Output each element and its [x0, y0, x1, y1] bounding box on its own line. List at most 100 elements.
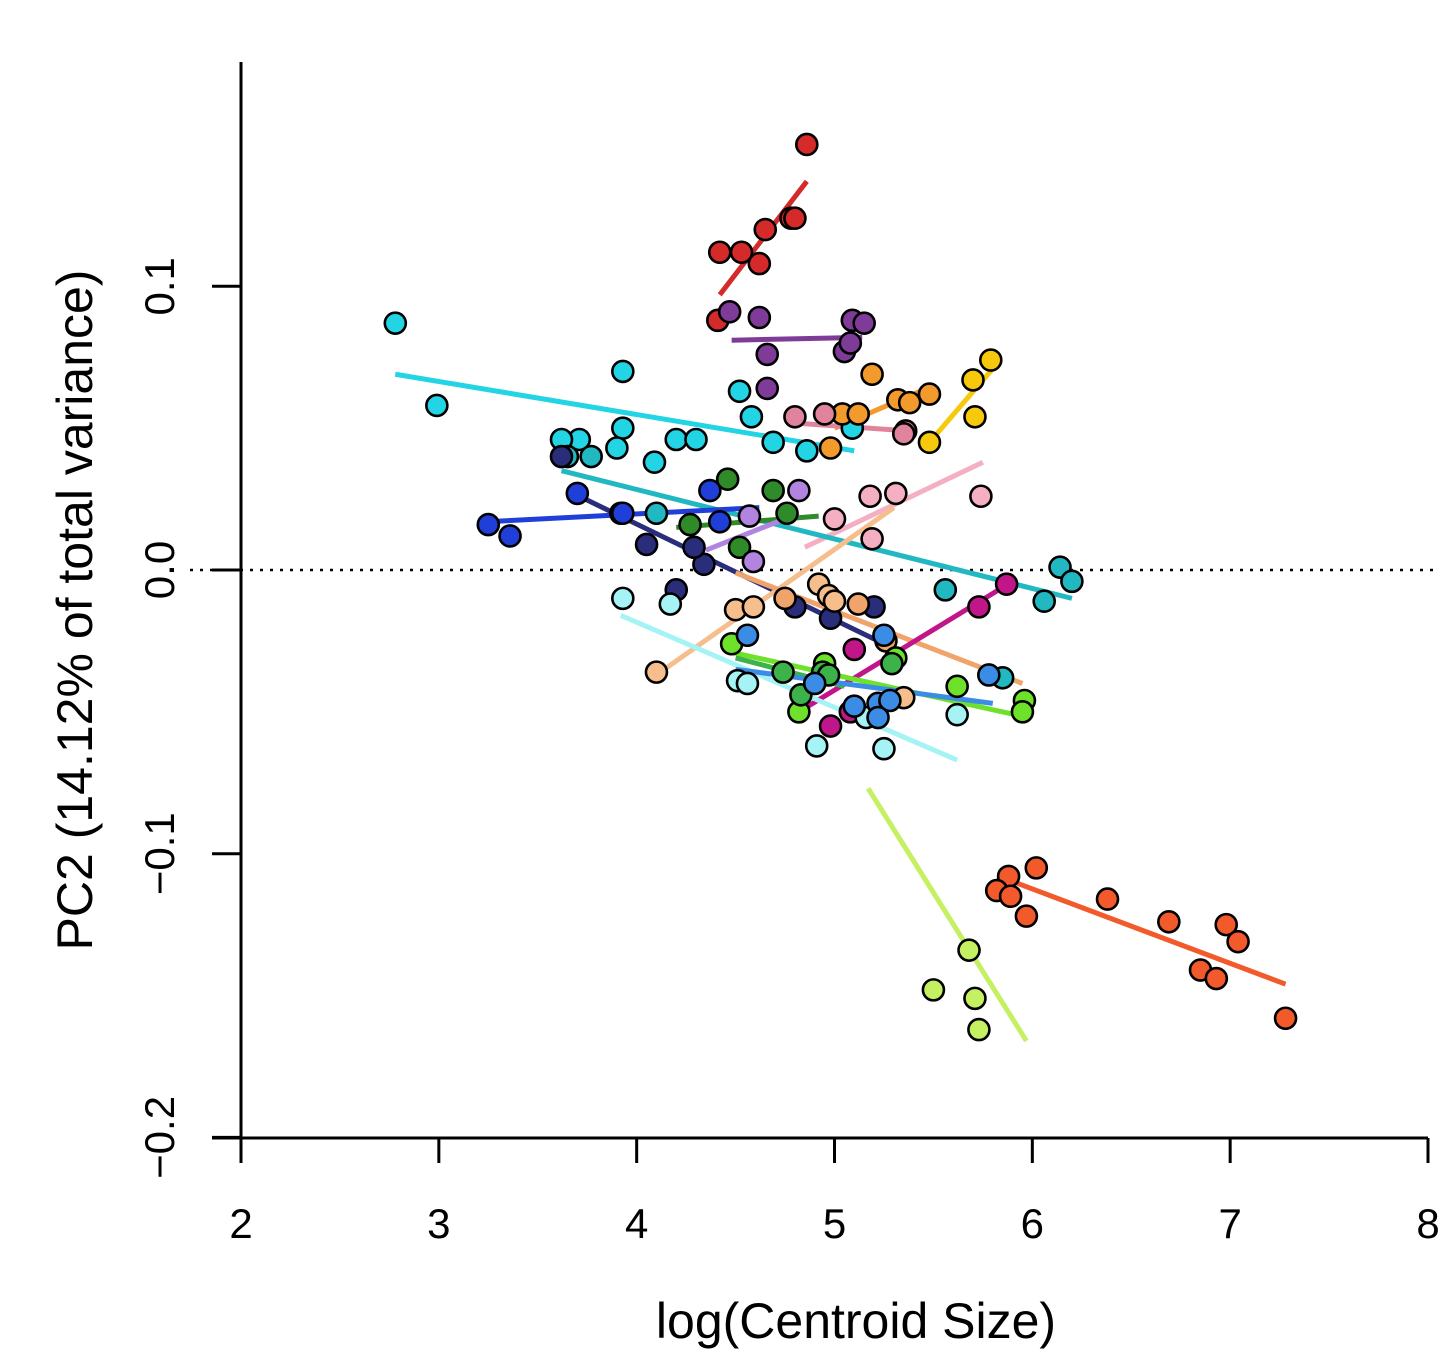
data-point-magenta — [842, 637, 867, 662]
data-point-pink — [812, 402, 837, 426]
data-point-orange-red — [1095, 887, 1120, 911]
data-point-purple — [852, 311, 876, 335]
data-point-cyan — [664, 427, 689, 452]
data-point-light-cyan — [945, 702, 969, 727]
data-point-yellow — [963, 405, 987, 429]
data-point-yellow-green — [957, 938, 981, 962]
data-point-cyan — [727, 379, 752, 404]
data-point-red — [747, 251, 772, 276]
data-point-dark-green — [761, 478, 785, 503]
x-tick-label: 6 — [1021, 1200, 1044, 1247]
data-point-green — [771, 660, 795, 684]
data-point-peach — [644, 660, 669, 684]
data-point-orange-red — [1226, 929, 1250, 954]
data-point-light-pink — [858, 484, 882, 509]
data-point-blue — [698, 478, 722, 503]
data-point-blue — [498, 524, 522, 548]
data-point-purple — [747, 305, 772, 330]
fit-line-orange-red — [1005, 876, 1287, 987]
x-tick-label: 5 — [823, 1200, 846, 1247]
data-point-purple — [755, 376, 780, 401]
data-point-sky-blue — [866, 705, 890, 730]
data-point-cyan — [383, 311, 408, 335]
data-point-navy — [682, 535, 706, 560]
data-point-orange-red — [1273, 1006, 1298, 1031]
data-point-sky-blue — [977, 663, 1001, 687]
data-point-blue — [565, 481, 590, 506]
data-point-navy — [634, 532, 659, 557]
data-point-yellow — [961, 368, 985, 392]
data-point-cyan — [684, 427, 708, 452]
y-tick-label: 0.0 — [136, 541, 183, 599]
data-point-lavender — [787, 478, 811, 503]
data-point-orange-red — [1024, 856, 1049, 880]
data-point-purple — [755, 342, 780, 367]
data-point-light-cyan — [735, 671, 760, 696]
data-point-blue — [611, 501, 635, 526]
data-point-orange — [860, 362, 884, 387]
data-point-teal — [1032, 589, 1057, 614]
data-point-yellow-green — [921, 978, 946, 1002]
data-point-light-cyan — [658, 592, 683, 616]
data-point-pink — [891, 422, 916, 446]
data-point-cyan — [425, 393, 449, 418]
y-tick-label: 0.1 — [136, 257, 183, 315]
data-point-orange — [917, 382, 942, 406]
data-point-lavender — [741, 549, 766, 574]
data-point-sky-blue — [878, 688, 902, 713]
data-point-yellow-green — [967, 1017, 991, 1042]
data-point-dark-green — [727, 535, 752, 560]
data-point-blue — [707, 509, 732, 534]
data-point-orange — [897, 390, 922, 415]
x-axis-title: log(Centroid Size) — [656, 1293, 1056, 1349]
x-tick-label: 2 — [229, 1200, 252, 1247]
data-point-dark-green — [775, 501, 799, 526]
data-point-teal — [933, 578, 958, 602]
data-point-cyan — [642, 450, 667, 474]
fit-line-teal — [560, 468, 1073, 601]
data-point-peach — [822, 589, 847, 614]
data-point-orange-red — [998, 884, 1023, 909]
data-point-teal — [579, 444, 603, 469]
data-point-orange — [846, 402, 871, 426]
data-point-pink — [783, 405, 807, 429]
data-point-dark-green — [715, 467, 740, 492]
y-axis-title: PC2 (14.12% of total variance) — [47, 270, 103, 951]
data-point-orange-red — [1204, 966, 1229, 991]
data-point-yellow — [978, 348, 1003, 372]
data-point-sky-blue — [802, 671, 827, 696]
data-point-navy — [692, 552, 716, 577]
x-tick-label: 3 — [427, 1200, 450, 1247]
data-point-light-pink — [884, 481, 908, 506]
data-point-red — [795, 132, 819, 157]
fit-line-light-cyan — [619, 613, 959, 763]
data-point-magenta — [994, 572, 1019, 596]
data-point-lime — [1010, 700, 1035, 724]
data-point-yellow-green — [963, 986, 987, 1011]
data-point-red — [707, 240, 732, 265]
data-point-red — [783, 206, 807, 231]
data-point-light-cyan — [804, 734, 829, 758]
data-point-teal — [644, 501, 669, 526]
x-tick-label: 7 — [1218, 1200, 1241, 1247]
data-point-dark-green — [678, 512, 702, 537]
y-tick-label: −0.1 — [136, 812, 183, 895]
data-point-light-pink — [860, 526, 884, 551]
data-point-yellow — [917, 430, 942, 455]
data-point-peach — [741, 595, 766, 619]
data-point-salmon — [773, 586, 797, 611]
data-point-cyan — [739, 405, 764, 429]
data-point-lime — [945, 674, 969, 699]
data-point-sky-blue — [735, 623, 760, 648]
data-point-cyan — [605, 436, 629, 460]
data-point-lavender — [737, 504, 762, 528]
y-tick-label: −0.2 — [136, 1096, 183, 1179]
data-point-cyan — [611, 359, 635, 384]
data-point-orange-red — [1157, 909, 1181, 934]
data-point-orange-red — [1214, 912, 1239, 937]
fit-line-yellow-green — [866, 787, 1029, 1043]
x-tick-label: 8 — [1416, 1200, 1439, 1247]
data-point-light-cyan — [872, 736, 896, 761]
data-point-orange — [818, 436, 843, 460]
